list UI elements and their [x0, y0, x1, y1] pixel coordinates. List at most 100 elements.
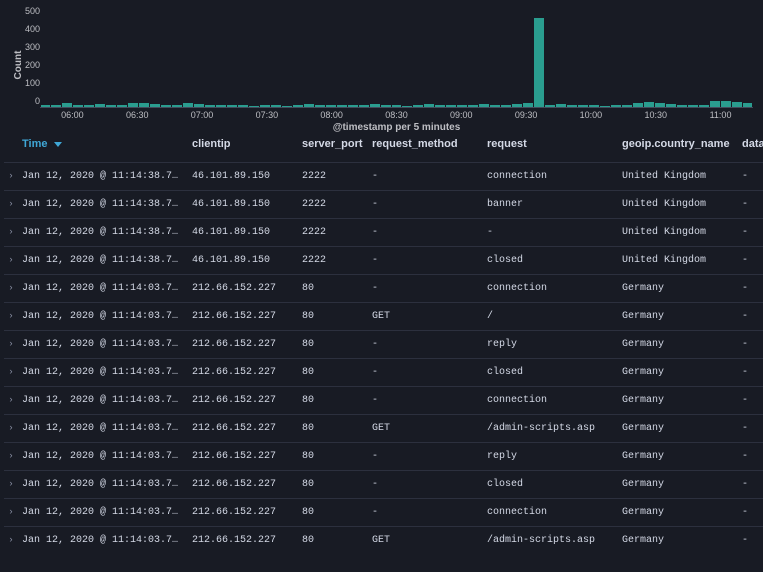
- chart-plot[interactable]: [40, 8, 753, 108]
- chart-bar[interactable]: [84, 105, 94, 107]
- col-time[interactable]: Time: [18, 130, 188, 163]
- chart-bar[interactable]: [710, 101, 720, 107]
- chart-bar[interactable]: [402, 106, 412, 107]
- table-row[interactable]: ›Jan 12, 2020 @ 11:14:38.79146.101.89.15…: [4, 191, 763, 219]
- expand-toggle[interactable]: ›: [4, 499, 18, 527]
- chart-bar[interactable]: [73, 105, 83, 107]
- chart-bar[interactable]: [95, 104, 105, 107]
- col-request[interactable]: request: [483, 130, 618, 163]
- table-row[interactable]: ›Jan 12, 2020 @ 11:14:38.79146.101.89.15…: [4, 247, 763, 275]
- expand-toggle[interactable]: ›: [4, 359, 18, 387]
- expand-toggle[interactable]: ›: [4, 415, 18, 443]
- chart-bar[interactable]: [172, 105, 182, 107]
- chart-bar[interactable]: [370, 104, 380, 107]
- chart-bar[interactable]: [512, 104, 522, 107]
- expand-toggle[interactable]: ›: [4, 275, 18, 303]
- expand-toggle[interactable]: ›: [4, 163, 18, 191]
- table-row[interactable]: ›Jan 12, 2020 @ 11:14:38.79146.101.89.15…: [4, 163, 763, 191]
- chart-bar[interactable]: [260, 105, 270, 107]
- chart-bar[interactable]: [688, 105, 698, 107]
- table-row[interactable]: ›Jan 12, 2020 @ 11:14:03.776212.66.152.2…: [4, 443, 763, 471]
- table-row[interactable]: ›Jan 12, 2020 @ 11:14:03.776212.66.152.2…: [4, 499, 763, 527]
- chart-bar[interactable]: [227, 105, 237, 107]
- expand-toggle[interactable]: ›: [4, 303, 18, 331]
- chart-bar[interactable]: [468, 105, 478, 107]
- chart-bar[interactable]: [326, 105, 336, 107]
- chart-bar[interactable]: [699, 105, 709, 107]
- chart-bar[interactable]: [161, 105, 171, 107]
- table-row[interactable]: ›Jan 12, 2020 @ 11:14:03.776212.66.152.2…: [4, 415, 763, 443]
- chart-bar[interactable]: [150, 104, 160, 107]
- chart-bar[interactable]: [435, 105, 445, 107]
- chart-bar[interactable]: [567, 105, 577, 107]
- chart-bar[interactable]: [545, 105, 555, 107]
- chart-bar[interactable]: [556, 104, 566, 107]
- expand-toggle[interactable]: ›: [4, 331, 18, 359]
- chart-bar[interactable]: [600, 106, 610, 107]
- chart-bar[interactable]: [501, 105, 511, 107]
- table-row[interactable]: ›Jan 12, 2020 @ 11:14:03.776212.66.152.2…: [4, 275, 763, 303]
- chart-bar[interactable]: [304, 104, 314, 107]
- chart-bar[interactable]: [743, 103, 753, 107]
- chart-bar[interactable]: [655, 103, 665, 107]
- expand-toggle[interactable]: ›: [4, 527, 18, 555]
- chart-bar[interactable]: [337, 105, 347, 107]
- chart-bar[interactable]: [139, 103, 149, 107]
- chart-bar[interactable]: [589, 105, 599, 107]
- chart-bar[interactable]: [238, 105, 248, 107]
- chart-bar[interactable]: [128, 103, 138, 107]
- chart-bar[interactable]: [293, 105, 303, 107]
- chart-bar[interactable]: [578, 105, 588, 107]
- chart-bar[interactable]: [479, 104, 489, 107]
- col-clientip[interactable]: clientip: [188, 130, 298, 163]
- table-row[interactable]: ›Jan 12, 2020 @ 11:14:03.776212.66.152.2…: [4, 331, 763, 359]
- chart-bar[interactable]: [216, 105, 226, 107]
- chart-bar[interactable]: [457, 105, 467, 107]
- chart-bar[interactable]: [413, 105, 423, 107]
- chart-bar[interactable]: [446, 105, 456, 107]
- expand-toggle[interactable]: ›: [4, 247, 18, 275]
- chart-bar[interactable]: [62, 103, 72, 107]
- chart-bar[interactable]: [359, 105, 369, 107]
- chart-bar[interactable]: [183, 103, 193, 107]
- chart-bar[interactable]: [249, 106, 259, 107]
- chart-bar[interactable]: [644, 102, 654, 107]
- chart-bar[interactable]: [271, 105, 281, 107]
- chart-bar[interactable]: [721, 101, 731, 107]
- chart-bar[interactable]: [424, 104, 434, 107]
- chart-bar[interactable]: [117, 105, 127, 107]
- chart-bar[interactable]: [611, 105, 621, 107]
- table-row[interactable]: ›Jan 12, 2020 @ 11:14:38.79146.101.89.15…: [4, 219, 763, 247]
- chart-bar[interactable]: [41, 105, 51, 107]
- expand-toggle[interactable]: ›: [4, 387, 18, 415]
- col-request-method[interactable]: request_method: [368, 130, 483, 163]
- table-row[interactable]: ›Jan 12, 2020 @ 11:14:03.776212.66.152.2…: [4, 471, 763, 499]
- table-row[interactable]: ›Jan 12, 2020 @ 11:14:03.776212.66.152.2…: [4, 359, 763, 387]
- chart-bar[interactable]: [633, 103, 643, 107]
- chart-bar[interactable]: [106, 105, 116, 107]
- chart-bar[interactable]: [534, 18, 544, 107]
- chart-bar[interactable]: [51, 105, 61, 107]
- chart-bar[interactable]: [666, 104, 676, 107]
- chart-bar[interactable]: [732, 102, 742, 107]
- expand-toggle[interactable]: ›: [4, 443, 18, 471]
- expand-toggle[interactable]: ›: [4, 471, 18, 499]
- table-row[interactable]: ›Jan 12, 2020 @ 11:14:03.776212.66.152.2…: [4, 387, 763, 415]
- chart-bar[interactable]: [282, 106, 292, 107]
- col-data[interactable]: data: [738, 130, 763, 163]
- chart-bar[interactable]: [622, 105, 632, 107]
- col-geoip[interactable]: geoip.country_name: [618, 130, 738, 163]
- chart-bar[interactable]: [381, 105, 391, 107]
- expand-toggle[interactable]: ›: [4, 191, 18, 219]
- chart-bar[interactable]: [194, 104, 204, 107]
- chart-bar[interactable]: [315, 105, 325, 107]
- chart-bar[interactable]: [677, 105, 687, 107]
- chart-bar[interactable]: [523, 103, 533, 107]
- chart-bar[interactable]: [392, 105, 402, 107]
- chart-bar[interactable]: [348, 105, 358, 107]
- chart-bar[interactable]: [490, 105, 500, 107]
- chart-bar[interactable]: [205, 105, 215, 107]
- col-server-port[interactable]: server_port: [298, 130, 368, 163]
- expand-toggle[interactable]: ›: [4, 219, 18, 247]
- table-row[interactable]: ›Jan 12, 2020 @ 11:14:03.776212.66.152.2…: [4, 527, 763, 555]
